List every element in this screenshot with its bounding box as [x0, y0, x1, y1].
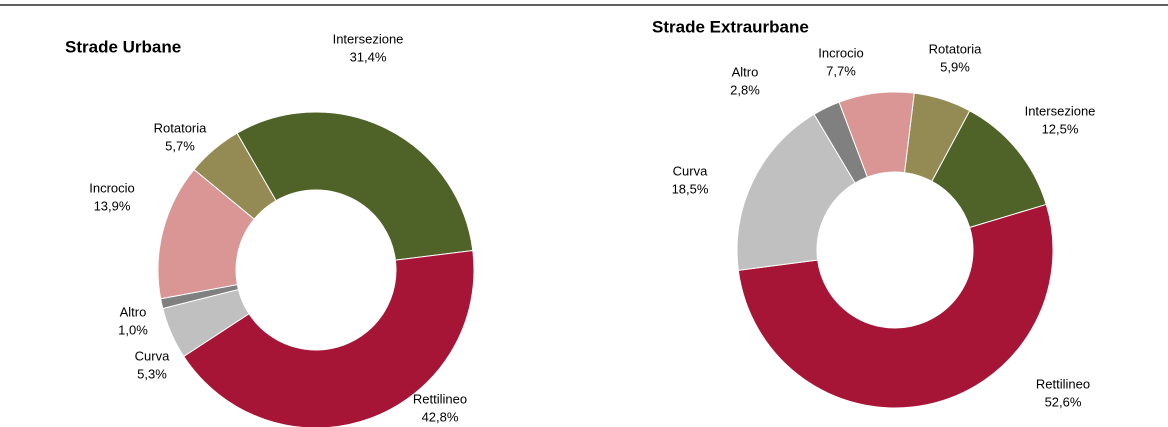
slice-label: Curva — [673, 163, 708, 178]
slice-value-label: 5,9% — [940, 59, 970, 74]
donut-slice — [737, 203, 1054, 409]
donut-slice — [183, 249, 475, 427]
slice-value-label: 5,7% — [165, 138, 195, 153]
chart-title: Strade Extraurbane — [652, 17, 809, 36]
slice-label: Curva — [135, 348, 170, 363]
slice-label: Altro — [732, 64, 759, 79]
chart-title: Strade Urbane — [65, 37, 181, 56]
donut-slice — [193, 132, 277, 220]
slice-value-label: 5,3% — [137, 366, 167, 381]
slice-value-label: 12,5% — [1042, 121, 1079, 136]
slice-label: Rotatoria — [929, 41, 983, 56]
slice-label: Rettilineo — [413, 391, 467, 406]
slice-label: Incrocio — [89, 180, 135, 195]
slice-label: Intersezione — [1025, 103, 1096, 118]
donut-slice — [236, 111, 474, 261]
slice-label: Intersezione — [333, 31, 404, 46]
slice-label: Altro — [120, 304, 147, 319]
donut-slice — [838, 91, 915, 178]
donut-slice — [736, 113, 856, 271]
slice-value-label: 42,8% — [422, 409, 459, 424]
slice-label: Rotatoria — [154, 120, 208, 135]
slice-value-label: 31,4% — [350, 49, 387, 64]
slice-value-label: 52,6% — [1045, 394, 1082, 409]
slice-value-label: 7,7% — [826, 63, 856, 78]
slice-value-label: 18,5% — [672, 181, 709, 196]
slice-label: Rettilineo — [1036, 376, 1090, 391]
slice-value-label: 1,0% — [118, 322, 148, 337]
slice-value-label: 13,9% — [94, 198, 131, 213]
slice-label: Incrocio — [818, 45, 864, 60]
slice-value-label: 2,8% — [730, 82, 760, 97]
